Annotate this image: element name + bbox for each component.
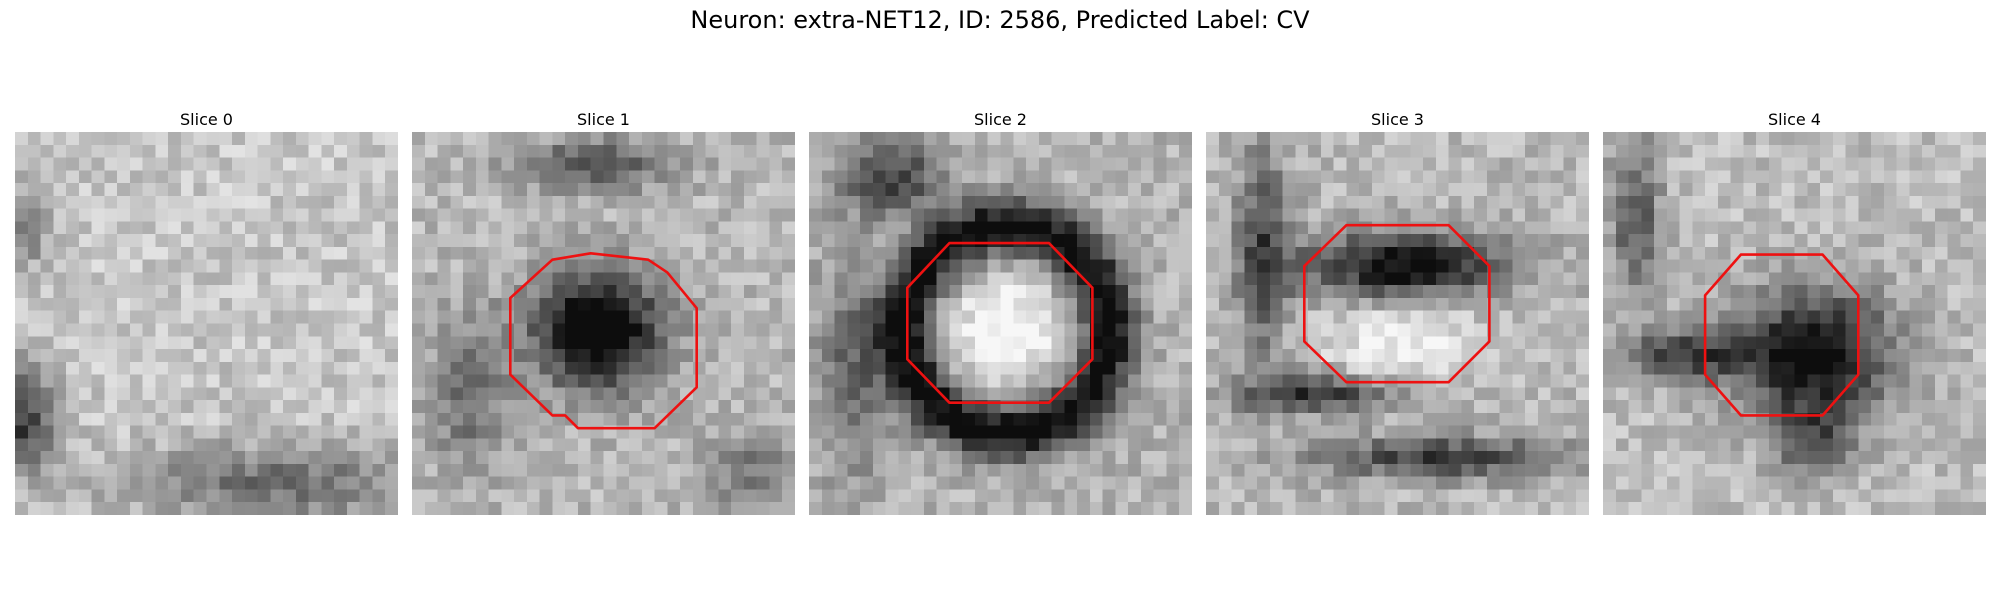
microscopy-image: [809, 132, 1192, 515]
microscopy-image: [412, 132, 795, 515]
slice-pixel-grid: [1603, 132, 1986, 515]
microscopy-image: [15, 132, 398, 515]
segmentation-contour: [906, 241, 1094, 405]
segmentation-contour: [1703, 253, 1860, 417]
slice-title: Slice 1: [577, 110, 630, 129]
slice-panel-2: Slice 2: [809, 108, 1192, 515]
figure-title: Neuron: extra-NET12, ID: 2586, Predicted…: [690, 6, 1310, 34]
segmentation-contour: [509, 252, 699, 430]
slice-pixel-grid: [1206, 132, 1589, 515]
microscopy-image: [1603, 132, 1986, 515]
segmentation-contour: [1303, 223, 1491, 384]
slice-panel-1: Slice 1: [412, 108, 795, 515]
slice-panel-4: Slice 4: [1603, 108, 1986, 515]
microscopy-image: [1206, 132, 1589, 515]
slice-title: Slice 3: [1371, 110, 1424, 129]
slice-title: Slice 2: [974, 110, 1027, 129]
slice-pixel-grid: [15, 132, 398, 515]
slice-title: Slice 0: [180, 110, 233, 129]
slice-title: Slice 4: [1768, 110, 1821, 129]
slice-pixel-grid: [412, 132, 795, 515]
slice-panel-3: Slice 3: [1206, 108, 1589, 515]
slice-pixel-grid: [809, 132, 1192, 515]
slice-panel-0: Slice 0: [15, 108, 398, 515]
